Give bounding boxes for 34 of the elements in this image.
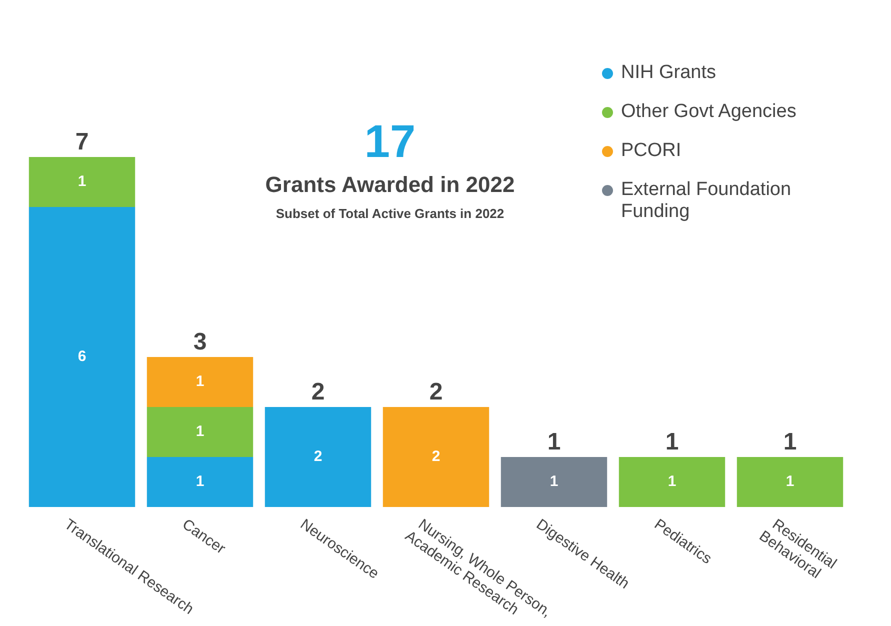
text: Grants Awarded in 2022 [264, 172, 516, 198]
data-label: 1 [78, 173, 86, 190]
total-label: 2 [429, 378, 443, 406]
data-label: 1 [668, 473, 676, 490]
bar [146, 357, 254, 407]
bar [28, 157, 136, 207]
data-label: 1 [550, 473, 558, 490]
legend-label: Other Govt Agencies [621, 101, 796, 123]
bar [146, 407, 254, 457]
data-label: 1 [196, 373, 204, 390]
data-label: 6 [78, 348, 86, 366]
legend-label: External Foundation Funding [621, 179, 792, 223]
data-label: 2 [314, 448, 322, 466]
bar [28, 207, 136, 507]
annotation: Subset of Total Active Grants in 2022 [274, 206, 506, 221]
data-label: 1 [196, 473, 204, 490]
total-label: 3 [193, 328, 207, 356]
bar [382, 407, 490, 507]
bar [618, 457, 726, 507]
chart-title: 17 [363, 115, 417, 167]
total-label: 1 [783, 428, 797, 456]
bar [736, 457, 844, 507]
legend-label: NIH Grants [621, 62, 716, 84]
bar [146, 457, 254, 507]
bar [500, 457, 608, 507]
total-label: 7 [75, 128, 89, 156]
total-label: 2 [311, 378, 325, 406]
legend-label: PCORI [621, 140, 682, 162]
bar [264, 407, 372, 507]
data-label: 1 [196, 423, 204, 440]
data-label: 2 [432, 448, 440, 466]
total-label: 1 [665, 428, 679, 456]
data-label: 1 [786, 473, 794, 490]
total-label: 1 [547, 428, 561, 456]
